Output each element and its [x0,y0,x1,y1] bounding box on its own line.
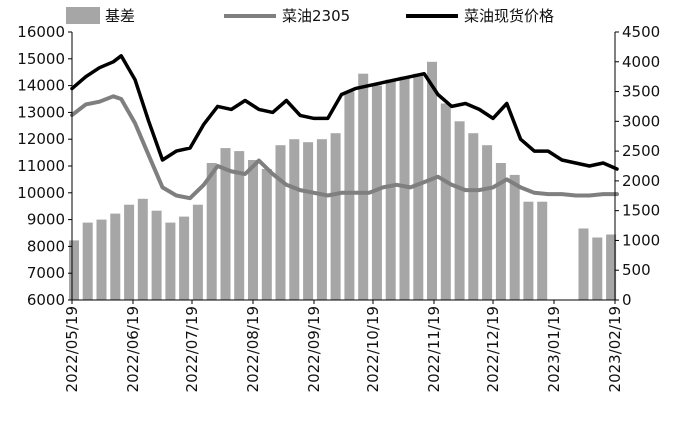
basis-bar [289,139,300,300]
basis-bar [316,139,327,300]
basis-bar [179,216,190,300]
right-axis: 0 500 1000 1500 2000 2500 3000 3500 4000 4500 [615,23,660,309]
right-axis-tick-label: 3500 [622,83,660,101]
spot-line [70,54,619,171]
left-axis-tick-label: 16000 [17,23,65,41]
basis-bar [454,121,465,300]
basis-bars [69,61,617,300]
futures-line [70,94,619,201]
basis-bar [206,163,217,300]
legend-label-spot: 菜油现货价格 [464,7,554,25]
x-axis-tick-label: 2022/11/19 [425,306,443,392]
left-axis-tick-label: 8000 [27,237,65,255]
basis-bar [82,222,93,300]
basis-bar [96,219,107,300]
x-axis: 2022/05/19 2022/06/19 2022/07/19 2022/08/19… [63,300,624,392]
right-axis-tick-label: 1000 [622,231,660,249]
basis-bar [495,163,506,300]
left-axis-tick-label: 13000 [17,103,65,121]
right-axis-tick-label: 0 [622,291,632,309]
left-axis-tick-label: 7000 [27,264,65,282]
basis-bar [523,201,534,300]
left-axis: 6000 7000 8000 9000 10000 11000 12000 13000 1400… [17,23,72,309]
x-axis-tick-label: 2022/12/19 [484,306,502,392]
left-axis-tick-label: 9000 [27,211,65,229]
legend-label-basis: 基差 [105,7,135,25]
left-axis-tick-label: 10000 [17,184,65,202]
basis-bar [192,204,203,300]
basis-bar [482,145,493,300]
basis-bar [275,145,286,300]
x-axis-tick-label: 2023/02/19 [606,306,624,392]
right-axis-tick-label: 1500 [622,202,660,220]
basis-bar [248,160,258,300]
basis-bar [261,169,272,300]
right-axis-tick-label: 4500 [622,23,660,41]
left-axis-tick-label: 11000 [17,157,65,175]
x-axis-tick-label: 2023/01/19 [545,306,563,392]
basis-bar [303,142,314,300]
basis-bar [137,198,148,300]
basis-bar [344,91,355,300]
basis-bar [413,73,424,300]
price-lines [70,54,619,201]
left-axis-tick-label: 6000 [27,291,65,309]
basis-bar [165,222,176,300]
basis-bar [124,204,135,300]
basis-bar [385,79,396,300]
x-axis-tick-label: 2022/08/19 [244,306,262,392]
basis-bar [151,210,162,300]
basis-bar [592,237,603,300]
right-axis-tick-label: 2500 [622,142,660,160]
right-axis-tick-label: 4000 [622,53,660,71]
legend: 基差 菜油2305 菜油现货价格 [66,7,554,25]
x-axis-tick-label: 2022/06/19 [124,306,142,392]
legend-label-futures: 菜油2305 [282,7,350,25]
basis-bar [220,148,231,300]
basis-bar [330,133,341,300]
x-axis-tick-label: 2022/09/19 [305,306,323,392]
basis-bar [399,76,410,300]
left-axis-tick-label: 12000 [17,130,65,148]
basis-bar [578,228,589,300]
basis-bar [537,201,548,300]
basis-bar [509,174,520,300]
x-axis-tick-label: 2022/10/19 [364,306,382,392]
basis-bar [468,133,479,300]
x-axis-tick-label: 2022/05/19 [63,306,81,392]
legend-swatch-basis [66,7,100,24]
basis-bar [371,85,382,300]
basis-bar [606,234,617,300]
right-axis-tick-label: 2000 [622,172,660,190]
left-axis-tick-label: 14000 [17,77,65,95]
x-axis-tick-label: 2022/07/19 [183,306,201,392]
right-axis-tick-label: 3000 [622,112,660,130]
basis-bar [234,151,245,300]
basis-bar [358,73,369,300]
left-axis-tick-label: 15000 [17,50,65,68]
right-axis-tick-label: 500 [622,261,651,279]
basis-bar [440,103,451,300]
basis-bar [110,213,121,300]
basis-bar [69,240,79,300]
